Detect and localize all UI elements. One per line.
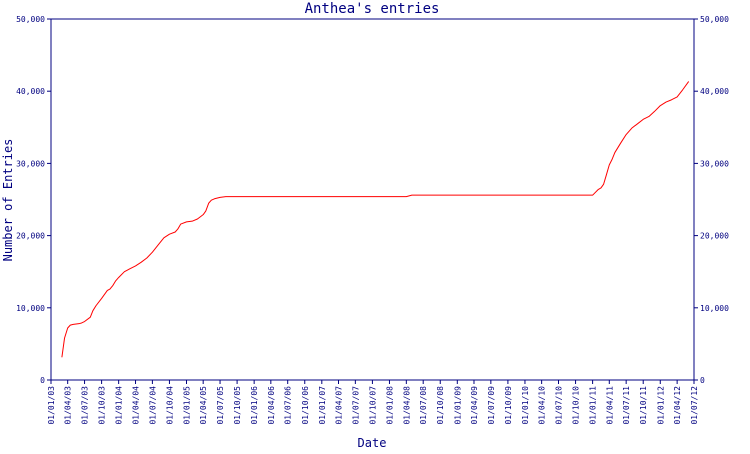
x-tick-label: 01/01/10	[521, 386, 530, 425]
x-tick-label: 01/07/10	[555, 386, 564, 425]
x-tick-label: 01/01/07	[318, 386, 327, 425]
x-axis-label: Date	[358, 436, 387, 450]
y-tick-label-left: 50,000	[16, 15, 45, 24]
x-tick-label: 01/07/12	[690, 386, 699, 425]
x-tick-label: 01/10/04	[165, 386, 174, 425]
y-tick-label-left: 10,000	[16, 304, 45, 313]
x-tick-label: 01/10/09	[504, 386, 513, 425]
x-tick-label: 01/04/03	[64, 386, 73, 425]
x-tick-label: 01/04/07	[334, 386, 343, 425]
plot-frame	[50, 18, 695, 381]
x-tick-label: 01/04/04	[132, 386, 141, 425]
series-line-1	[61, 81, 689, 358]
x-tick-label: 01/04/08	[402, 386, 411, 425]
x-tick-label: 01/04/10	[538, 386, 547, 425]
y-tick-label-right: 30,000	[700, 159, 729, 168]
y-tick-label-right: 50,000	[700, 15, 729, 24]
x-tick-label: 01/01/12	[656, 386, 665, 425]
y-tick-label-left: 0	[40, 376, 45, 385]
x-tick-label: 01/10/03	[98, 386, 107, 425]
x-tick-label: 01/01/09	[453, 386, 462, 425]
series-layer	[61, 81, 689, 358]
x-tick-label: 01/01/04	[115, 386, 124, 425]
x-tick-label: 01/04/05	[199, 386, 208, 425]
y-tick-label-right: 0	[700, 376, 705, 385]
x-tick-label: 01/04/06	[267, 386, 276, 425]
axes-group: 0 0 10,000 10,000 20,000 20,000 30,000 30,000 40…	[16, 15, 729, 425]
y-tick-label-left: 20,000	[16, 232, 45, 241]
x-tick-label: 01/04/12	[673, 386, 682, 425]
y-tick-label-right: 40,000	[700, 87, 729, 96]
x-tick-label: 01/07/11	[622, 386, 631, 425]
x-tick-label: 01/07/03	[81, 386, 90, 425]
x-tick-label: 01/07/05	[216, 386, 225, 425]
x-tick-label: 01/10/10	[572, 386, 581, 425]
x-tick-label: 01/07/09	[487, 386, 496, 425]
x-tick-label: 01/01/08	[385, 386, 394, 425]
y-tick-label-left: 30,000	[16, 159, 45, 168]
chart-title: Anthea's entries	[305, 1, 440, 17]
y-tick-label-left: 40,000	[16, 87, 45, 96]
x-tick-label: 01/10/05	[233, 386, 242, 425]
x-tick-label: 01/04/11	[605, 386, 614, 425]
x-tick-label: 01/01/05	[182, 386, 191, 425]
x-tick-label: 01/07/08	[419, 386, 428, 425]
x-tick-label: 01/07/07	[351, 386, 360, 425]
x-tick-label: 01/10/11	[639, 386, 648, 425]
x-tick-label: 01/10/07	[368, 386, 377, 425]
x-tick-label: 01/07/06	[284, 386, 293, 425]
y-tick-label-right: 10,000	[700, 304, 729, 313]
x-tick-label: 01/01/11	[589, 386, 598, 425]
x-tick-label: 01/10/08	[436, 386, 445, 425]
x-tick-label: 01/01/03	[47, 386, 56, 425]
x-tick-label: 01/01/06	[250, 386, 259, 425]
x-tick-label: 01/04/09	[470, 386, 479, 425]
y-tick-label-right: 20,000	[700, 232, 729, 241]
x-tick-label: 01/10/06	[301, 386, 310, 425]
y-axis-label: Number of Entries	[1, 139, 15, 262]
x-tick-label: 01/07/04	[148, 386, 157, 425]
